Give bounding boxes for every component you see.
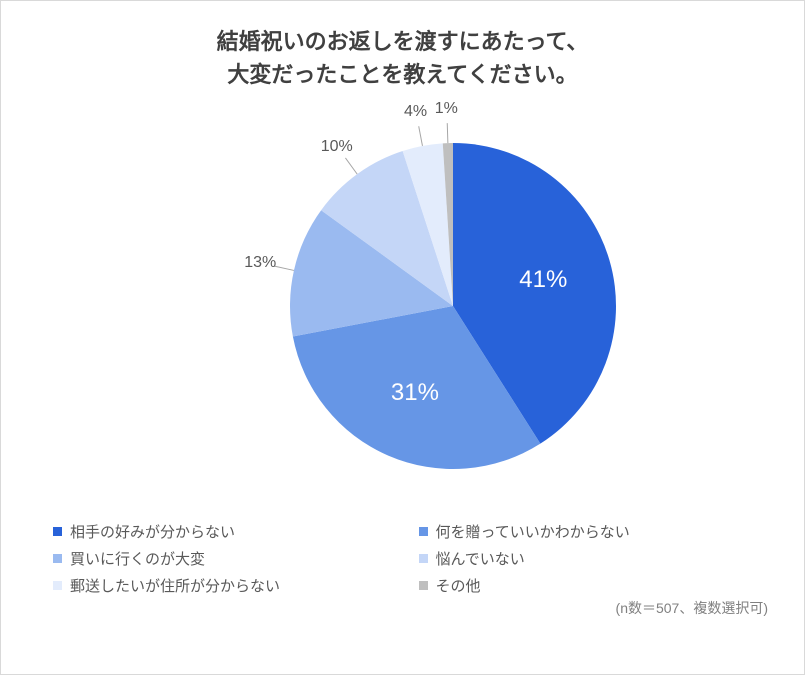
legend-label-3: 悩んでいない [436,548,525,569]
legend-swatch-4 [53,581,62,590]
legend-item-1: 何を贈っていいかわからない [419,521,753,542]
pie-svg [25,91,780,521]
legend-label-2: 買いに行くのが大変 [70,548,205,569]
pct-label-5: 1% [435,100,458,118]
legend-swatch-2 [53,554,62,563]
pct-label-3: 10% [321,138,353,156]
legend-label-4: 郵送したいが住所が分からない [70,575,280,596]
legend-label-1: 何を贈っていいかわからない [436,521,630,542]
chart-title: 結婚祝いのお返しを渡すにあたって、 大変だったことを教えてください。 [25,25,780,91]
legend-item-4: 郵送したいが住所が分からない [53,575,387,596]
title-line-1: 結婚祝いのお返しを渡すにあたって、 [25,25,780,58]
title-line-2: 大変だったことを教えてください。 [25,58,780,91]
pie-chart: 41% 31% 13% 10% 4% 1% [25,91,780,521]
legend-item-5: その他 [419,575,753,596]
legend-item-2: 買いに行くのが大変 [53,548,387,569]
legend-label-5: その他 [436,575,481,596]
legend-label-0: 相手の好みが分からない [70,521,235,542]
legend-item-0: 相手の好みが分からない [53,521,387,542]
legend: 相手の好みが分からない 何を贈っていいかわからない買いに行くのが大変 悩んでいない郵… [25,521,780,596]
leader-line-2 [274,266,294,270]
chart-card: 結婚祝いのお返しを渡すにあたって、 大変だったことを教えてください。 41% 31… [0,0,805,675]
legend-swatch-5 [419,581,428,590]
leader-line-4 [418,126,422,146]
sample-size-note: (n数＝507、複数選択可) [25,598,780,618]
leader-line-3 [345,158,357,174]
pct-label-2: 13% [244,254,276,272]
legend-swatch-1 [419,527,428,536]
pct-label-4: 4% [404,103,427,121]
leader-line-5 [447,123,448,143]
pct-label-0: 41% [519,266,567,294]
legend-item-3: 悩んでいない [419,548,753,569]
legend-swatch-0 [53,527,62,536]
pct-label-1: 31% [391,379,439,407]
legend-swatch-3 [419,554,428,563]
